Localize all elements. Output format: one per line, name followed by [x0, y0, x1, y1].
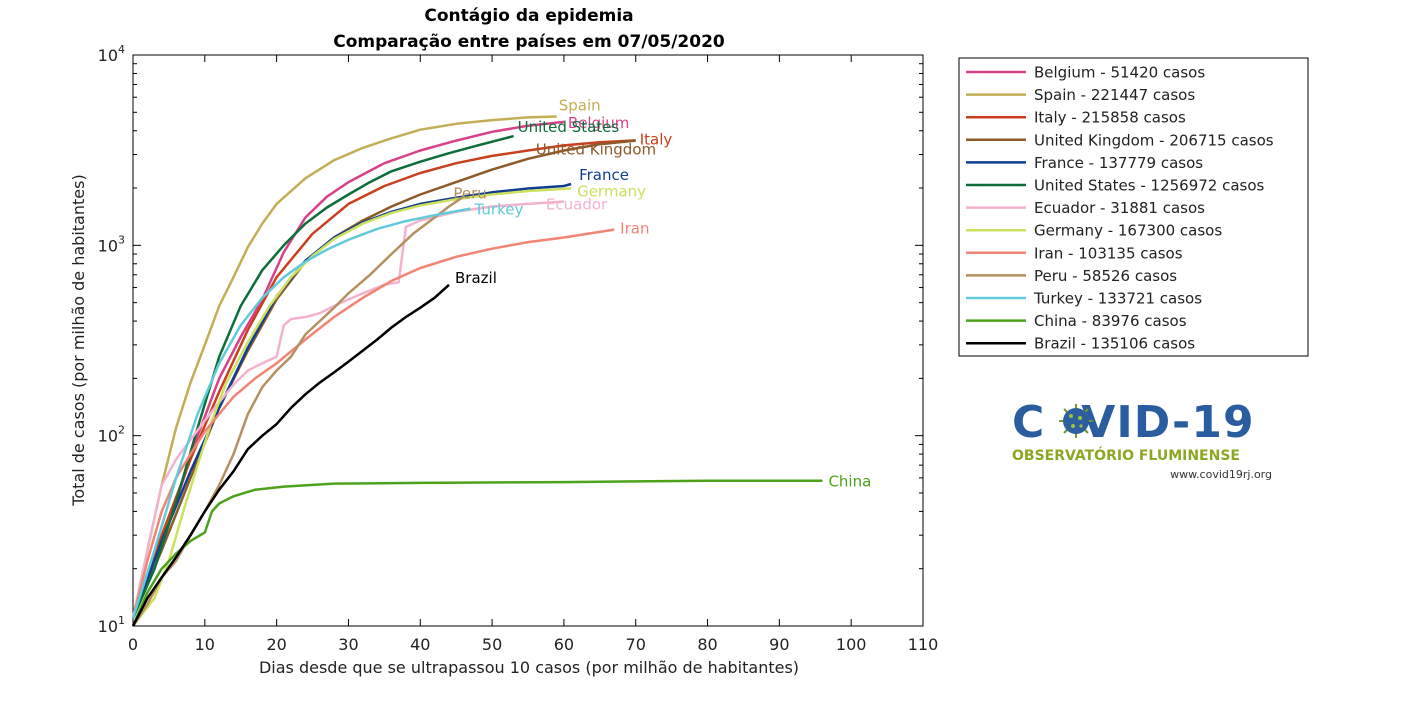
- legend-entry: Peru - 58526 casos: [1034, 267, 1177, 285]
- legend-entry: France - 137779 casos: [1034, 154, 1203, 172]
- series-end-label: Brazil: [455, 269, 497, 287]
- series-end-label: Peru: [453, 185, 486, 203]
- y-tick-label: 104: [98, 43, 125, 65]
- series-end-label: United Kingdom: [536, 141, 656, 159]
- series-end-label: Spain: [559, 97, 601, 115]
- x-tick-label: 30: [338, 635, 358, 654]
- covid19-logo: C VID-19 OBSERVATÓRIO FLUMINENSE www.covi…: [1010, 398, 1280, 490]
- x-tick-label: 100: [836, 635, 867, 654]
- series-line-ecuador: [131, 200, 564, 619]
- series-line-brazil: [131, 283, 450, 627]
- logo-title: C VID-19: [1012, 398, 1255, 448]
- y-tick-label: 101: [98, 614, 125, 636]
- series-end-label: France: [579, 166, 629, 184]
- series-end-label: Belgium: [568, 114, 630, 132]
- legend-entry: Iran - 103135 casos: [1034, 244, 1183, 262]
- series-line-turkey: [131, 207, 471, 619]
- logo-url: www.covid19rj.org: [1170, 468, 1272, 481]
- series-end-label: Germany: [577, 182, 646, 200]
- legend-entry: Ecuador - 31881 casos: [1034, 199, 1205, 217]
- y-tick-exponent: 1: [118, 614, 125, 627]
- series-end-label: Ecuador: [546, 195, 608, 213]
- x-tick-label: 40: [410, 635, 430, 654]
- y-tick-base: 10: [98, 236, 118, 255]
- virus-icon: [1059, 404, 1093, 438]
- x-tick-label: 0: [128, 635, 138, 654]
- series-end-label: Italy: [640, 130, 673, 148]
- x-tick-label: 80: [697, 635, 717, 654]
- x-tick-label: 20: [266, 635, 286, 654]
- y-tick-exponent: 2: [118, 424, 125, 437]
- series-line-china: [131, 479, 823, 627]
- legend-entry: United Kingdom - 206715 casos: [1034, 131, 1274, 149]
- logo-title-end: VID-19: [1081, 397, 1255, 448]
- logo-title-start: C: [1012, 397, 1046, 448]
- series-end-label: China: [828, 473, 871, 491]
- series-end-label: Iran: [620, 220, 649, 238]
- chart-title: Contágio da epidemia: [424, 6, 633, 26]
- y-tick-exponent: 3: [118, 233, 125, 246]
- legend-entry: Italy - 215858 casos: [1034, 109, 1186, 127]
- y-axis-label: Total de casos (por milhão de habitantes…: [69, 174, 88, 506]
- series-line-spain: [131, 115, 557, 619]
- legend-entry: Spain - 221447 casos: [1034, 86, 1195, 104]
- legend-entry: China - 83976 casos: [1034, 312, 1187, 330]
- x-tick-label: 60: [554, 635, 574, 654]
- chart-subtitle: Comparação entre países em 07/05/2020: [333, 32, 725, 52]
- x-tick-label: 10: [195, 635, 215, 654]
- series-line-germany: [132, 187, 572, 627]
- legend-entry: Brazil - 135106 casos: [1034, 335, 1195, 353]
- x-axis-label: Dias desde que se ultrapassou 10 casos (…: [259, 658, 799, 677]
- legend: Belgium - 51420 casos Spain - 221447 caso…: [958, 57, 1309, 357]
- y-tick-base: 10: [98, 46, 118, 65]
- x-tick-label: 50: [482, 635, 502, 654]
- legend-entry: Turkey - 133721 casos: [1033, 290, 1202, 308]
- x-tick-label: 70: [626, 635, 646, 654]
- series-end-label: United States: [518, 118, 620, 136]
- legend-entry: Belgium - 51420 casos: [1034, 64, 1205, 82]
- y-tick-base: 10: [98, 427, 118, 446]
- logo-subtitle: OBSERVATÓRIO FLUMINENSE: [1012, 448, 1240, 464]
- series-layer: [131, 115, 823, 627]
- y-tick-label: 103: [98, 233, 125, 255]
- legend-entry: United States - 1256972 casos: [1034, 177, 1265, 195]
- y-tick-exponent: 4: [118, 43, 125, 56]
- x-tick-label: 90: [769, 635, 789, 654]
- x-tick-label: 110: [908, 635, 939, 654]
- legend-entry: Germany - 167300 casos: [1034, 222, 1222, 240]
- y-tick-base: 10: [98, 617, 118, 636]
- y-tick-label: 102: [98, 424, 125, 446]
- series-line-italy: [131, 139, 636, 619]
- series-end-label: Turkey: [474, 201, 524, 219]
